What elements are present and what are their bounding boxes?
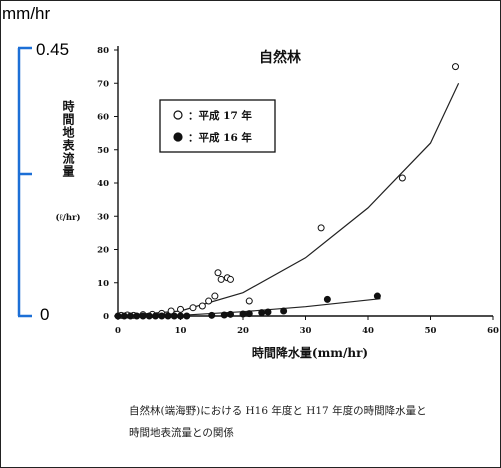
x-tick-label: 10 xyxy=(175,326,187,336)
data-point-h16 xyxy=(177,312,184,320)
chart-ticks: 0 10 20 30 40 50 60 0 10 20 30 40 50 60 70 80 xyxy=(97,46,499,336)
data-point-h17 xyxy=(177,305,184,313)
data-point-h17 xyxy=(452,63,459,71)
y-tick-label: 40 xyxy=(97,179,109,189)
data-point-h17 xyxy=(398,174,406,182)
legend-marker-h16 xyxy=(173,132,183,142)
data-point-h16 xyxy=(323,295,331,303)
x-tick-label: 30 xyxy=(300,326,312,336)
chart-axes xyxy=(117,46,493,317)
data-point-h16 xyxy=(139,312,147,320)
data-point-h16 xyxy=(170,312,178,320)
y-tick-label: 20 xyxy=(97,246,109,256)
data-point-h17 xyxy=(205,297,213,305)
data-point-h17 xyxy=(227,275,234,283)
legend-box xyxy=(159,99,276,153)
caption-line-2: 時間地表流量との関係 xyxy=(129,427,234,439)
y-axis-label-text: 時間地表流量 xyxy=(61,99,75,178)
x-tick-label: 50 xyxy=(425,326,437,336)
data-point-h16 xyxy=(183,312,191,320)
data-point-h17 xyxy=(217,275,225,283)
x-axis-label: 時間降水量(mm/hr) xyxy=(252,345,368,360)
chart-title: 自然林 xyxy=(259,49,301,66)
data-point-h16 xyxy=(280,307,288,315)
data-point-h17 xyxy=(211,292,219,300)
data-point-h16 xyxy=(133,312,141,320)
y-tick-label: 80 xyxy=(97,46,109,56)
x-tick-label: 40 xyxy=(362,326,374,336)
caption-line-1: 自然林(端海野)における H16 年度と H17 年度の時間降水量と xyxy=(129,405,427,417)
unit-label: mm/hr xyxy=(2,4,51,23)
data-point-h17 xyxy=(317,224,325,232)
range-bracket xyxy=(17,46,32,318)
figure-caption: 自然林(端海野)における H16 年度と H17 年度の時間降水量と 時間地表流… xyxy=(129,400,499,444)
legend-marker-h17 xyxy=(173,110,183,120)
x-tick-label: 0 xyxy=(115,326,121,336)
data-point-h17 xyxy=(198,302,206,310)
y-tick-label: 50 xyxy=(97,146,109,156)
y-tick-label: 70 xyxy=(97,79,109,89)
data-point-h17 xyxy=(214,269,222,277)
y-tick-label: 30 xyxy=(97,212,109,222)
data-points xyxy=(114,63,459,320)
data-point-h16 xyxy=(120,312,128,320)
data-point-h17 xyxy=(245,297,253,305)
data-point-h17 xyxy=(167,307,175,315)
data-point-h16 xyxy=(158,312,166,320)
y-tick-label: 60 xyxy=(97,113,109,123)
data-point-h16 xyxy=(373,292,381,300)
data-point-h16 xyxy=(127,312,134,320)
data-point-h16 xyxy=(114,312,122,320)
data-point-h16 xyxy=(152,312,159,320)
y-axis-label: 時間地表流量 xyxy=(61,99,75,178)
data-point-h16 xyxy=(164,312,172,320)
y-tick-label: 0 xyxy=(103,312,109,322)
data-point-h17 xyxy=(189,304,197,312)
data-point-h16 xyxy=(245,310,253,318)
y-tick-label: 10 xyxy=(97,279,109,289)
data-point-h16 xyxy=(145,312,153,320)
bracket-bottom-value: 0 xyxy=(40,305,50,324)
legend-label-h17: ：平成 17 年 xyxy=(188,109,252,122)
data-point-h16 xyxy=(220,311,228,319)
y-axis-unit: (ℓ/hr) xyxy=(56,212,81,223)
data-point-h16 xyxy=(239,310,247,318)
bracket-top-value: 0.45 xyxy=(36,40,70,59)
data-point-h16 xyxy=(227,310,234,318)
legend-label-h16: ：平成 16 年 xyxy=(188,131,252,144)
data-point-h16 xyxy=(264,308,272,316)
x-tick-label: 20 xyxy=(237,326,249,336)
legend: ：平成 17 年 ：平成 16 年 xyxy=(159,99,276,153)
data-point-h16 xyxy=(258,309,266,317)
data-point-h16 xyxy=(208,311,216,319)
x-tick-label: 60 xyxy=(487,326,499,336)
